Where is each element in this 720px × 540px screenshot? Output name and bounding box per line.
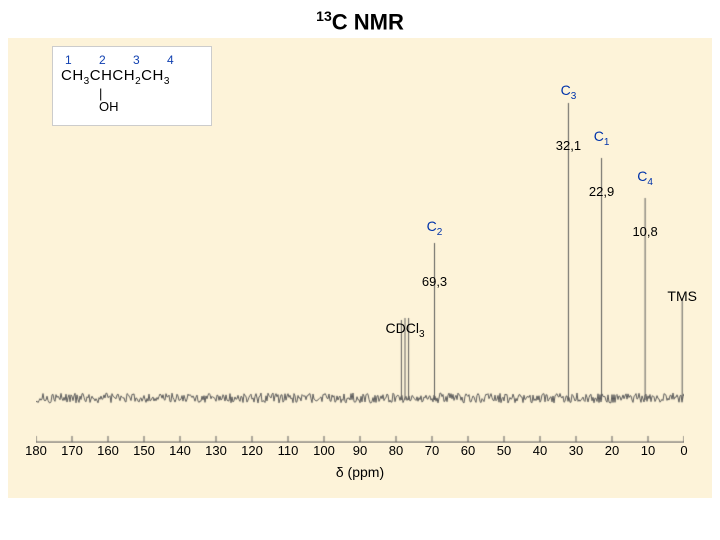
x-tick: 130 [205, 443, 227, 458]
molecule-structure-box: 1 2 3 4 CH3CHCH2CH3 | OH [52, 46, 212, 126]
title-main: C NMR [332, 9, 404, 34]
peak-value-c1: 22,9 [589, 184, 614, 199]
x-tick: 160 [97, 443, 119, 458]
x-tick: 20 [605, 443, 619, 458]
title-isotope: 13 [316, 8, 332, 24]
x-tick: 30 [569, 443, 583, 458]
molecule-formula-line1: CH3CHCH2CH3 [61, 67, 203, 87]
peak-label-c4: C4 [637, 168, 653, 188]
x-axis: 1801701601501401301201101009080706050403… [36, 440, 684, 480]
x-tick: 0 [680, 443, 687, 458]
x-tick: 100 [313, 443, 335, 458]
x-tick: 140 [169, 443, 191, 458]
x-tick: 170 [61, 443, 83, 458]
x-tick: 70 [425, 443, 439, 458]
x-axis-label: δ (ppm) [336, 464, 384, 480]
x-tick: 60 [461, 443, 475, 458]
x-tick: 90 [353, 443, 367, 458]
peak-label-c3: C3 [561, 82, 577, 102]
x-tick: 80 [389, 443, 403, 458]
peak-label-cdcl3a: CDCl3 [385, 320, 424, 340]
x-tick: 180 [25, 443, 47, 458]
plot-background: 1 2 3 4 CH3CHCH2CH3 | OH C3 32,1 C1 22,9 C4 1… [8, 38, 712, 498]
x-tick: 120 [241, 443, 263, 458]
x-tick: 50 [497, 443, 511, 458]
peak-label-c1: C1 [594, 128, 610, 148]
plot-area: 1 2 3 4 CH3CHCH2CH3 | OH C3 32,1 C1 22,9 C4 1… [36, 38, 684, 443]
peak-label-c2: C2 [427, 218, 443, 238]
molecule-formula-bar: | [61, 87, 203, 100]
chart-title: 13C NMR [316, 8, 404, 35]
peak-value-c3: 32,1 [556, 138, 581, 153]
peak-value-c2: 69,3 [422, 274, 447, 289]
x-tick: 110 [278, 443, 299, 458]
x-tick: 10 [641, 443, 655, 458]
peak-value-c4: 10,8 [632, 224, 657, 239]
x-tick: 40 [533, 443, 547, 458]
peak-label-tms: TMS [667, 288, 697, 304]
molecule-formula-line2: OH [61, 100, 203, 113]
carbon-position-numbers: 1 2 3 4 [61, 53, 203, 67]
x-tick: 150 [133, 443, 155, 458]
